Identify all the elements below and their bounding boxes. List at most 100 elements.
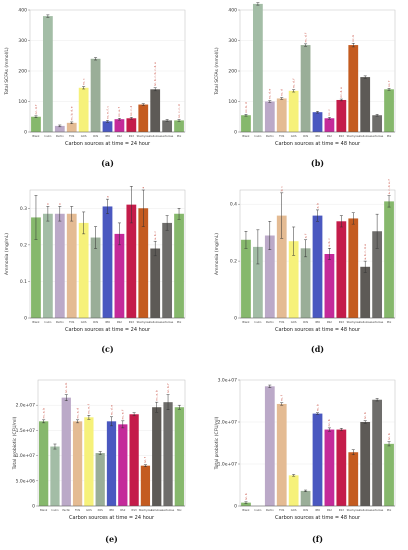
data-label: nc, f — [387, 80, 391, 87]
x-tick-label: Pectin — [266, 320, 274, 324]
data-label: nc, d, e — [109, 405, 113, 416]
data-label: a, f — [303, 233, 307, 238]
x-tick-label: GOS — [291, 134, 297, 138]
y-axis-label: Total SCFAs (mmol/L) — [4, 47, 10, 96]
x-tick-label: IMO — [105, 134, 110, 138]
x-tick-label: IMO — [105, 320, 110, 324]
x-tick-label: Blank — [242, 134, 250, 138]
data-label: nc, a, d — [75, 408, 79, 419]
bar-gos — [84, 417, 94, 506]
x-axis-label: Carbon sources at time = 24 hour — [65, 327, 151, 333]
x-tick-label: Lactulose — [161, 320, 174, 324]
y-tick-label: 2.0e+07 — [16, 403, 36, 409]
data-label: nc, d — [280, 89, 284, 96]
x-tick-label: GOS — [86, 508, 92, 512]
x-tick-label: Cellulose — [359, 134, 371, 138]
bar-rs2 — [324, 429, 335, 506]
bar-fos — [276, 215, 287, 318]
data-label: a, c, d, e, f — [387, 178, 391, 194]
bar-imo — [312, 112, 323, 132]
x-tick-label: RS2 — [327, 134, 332, 138]
x-tick-label: GOS — [81, 320, 87, 324]
bar-rs2 — [114, 119, 125, 132]
y-tick-label: 0.1 — [20, 279, 27, 285]
bar-mix — [384, 201, 394, 318]
panel-c: 0 0.1 0.2 0.3 Ammonia (mg/mL) Blank a Inulin a Pe… — [4, 186, 186, 354]
y-tick-label: 200 — [228, 69, 237, 75]
x-tick-label: RS3 — [339, 508, 344, 512]
bar-pectin — [54, 213, 65, 318]
x-tick-label: Blank — [40, 508, 48, 512]
data-label: nc, b, f — [166, 382, 170, 393]
data-label: nc, e, f — [121, 409, 125, 420]
bar-blank — [241, 115, 251, 132]
bar-stachyose — [348, 45, 359, 133]
bar-cellulose — [150, 89, 161, 132]
data-label: nc, a, b — [41, 408, 45, 419]
data-label: nc, b, d — [244, 102, 248, 113]
data-label: a — [141, 187, 145, 189]
bar-mix — [384, 89, 394, 132]
y-tick-label: 100 — [18, 99, 27, 105]
bar-mix — [384, 443, 394, 506]
x-tick-label: Stachyose — [137, 320, 151, 324]
bar-pectin — [264, 386, 275, 506]
bar-cellulose — [150, 248, 161, 318]
bar-blank — [31, 217, 41, 318]
x-tick-label: Pectin — [266, 134, 274, 138]
x-tick-label: Stachyose — [139, 508, 153, 512]
bar-rs2 — [118, 424, 128, 506]
y-tick-label: 300 — [228, 38, 237, 44]
x-tick-label: Inulin — [254, 508, 261, 512]
data-label: nc, c, c, d — [177, 104, 181, 118]
data-label: nc, d, e — [339, 87, 343, 98]
data-label: a — [58, 203, 62, 205]
panel-f: 0 1.0e+07 2.0e+07 3.0e+07 Total probiotic (C… — [214, 378, 396, 544]
data-label: nc, d, e — [268, 88, 272, 99]
y-tick-label: 0.2 — [20, 242, 27, 248]
bar-rs3 — [336, 429, 347, 506]
bar-inulin — [252, 246, 263, 318]
y-tick-label: 1.0e+07 — [16, 453, 36, 459]
y-tick-label: 0 — [234, 316, 237, 322]
x-tick-label: RS3 — [132, 508, 137, 512]
x-tick-label: Lactulose — [371, 134, 384, 138]
panel-label: (d) — [311, 344, 324, 354]
data-label: nc, e, f — [87, 403, 91, 414]
y-axis-label: Total SCFAs (mmol/L) — [214, 47, 220, 96]
x-tick-label: Pectin — [62, 508, 70, 512]
x-tick-label: RS2 — [117, 134, 122, 138]
bar-imo — [312, 413, 323, 506]
x-tick-label: XOS — [93, 134, 99, 138]
data-label: nc, c — [81, 78, 85, 85]
x-tick-label: FOS — [279, 320, 285, 324]
data-label: nc, a, b — [64, 383, 68, 394]
x-tick-label: Mix — [177, 320, 182, 324]
panel-d: 0 0.2 0.4 Ammonia (mg/mL) Blank Inulin Pectin b… — [214, 178, 396, 354]
bar-pectin — [264, 235, 275, 318]
panel-label: (c) — [101, 344, 114, 354]
bar-inulin — [42, 16, 53, 133]
x-tick-label: RS3 — [339, 320, 344, 324]
data-label: a — [46, 203, 50, 205]
panel-a: 0 100 200 300 400 Total SCFAs (mmol/L) nc, d, … — [4, 8, 186, 168]
x-axis-label: Carbon sources at time = 48 hour — [275, 141, 361, 147]
bar-stachyose — [138, 104, 149, 132]
bar-rs2 — [324, 254, 335, 318]
data-label: nc, c — [327, 109, 331, 116]
bar-blank — [39, 421, 49, 506]
x-tick-label: FOS — [69, 134, 75, 138]
x-tick-label: Inulin — [44, 134, 51, 138]
y-tick-label: 5.0e+06 — [16, 478, 36, 484]
y-tick-label: 0 — [234, 130, 237, 136]
x-tick-label: RS2 — [117, 320, 122, 324]
x-tick-label: IMO — [315, 134, 320, 138]
x-tick-label: Stachyose — [347, 134, 361, 138]
y-axis-label: Total probiotic (CFU/ml) — [214, 416, 220, 470]
bar-imo — [102, 206, 113, 318]
bar-stachyose — [140, 465, 151, 506]
bar-blank — [31, 116, 41, 132]
x-tick-label: XOS — [303, 134, 309, 138]
bar-rs3 — [336, 221, 347, 318]
